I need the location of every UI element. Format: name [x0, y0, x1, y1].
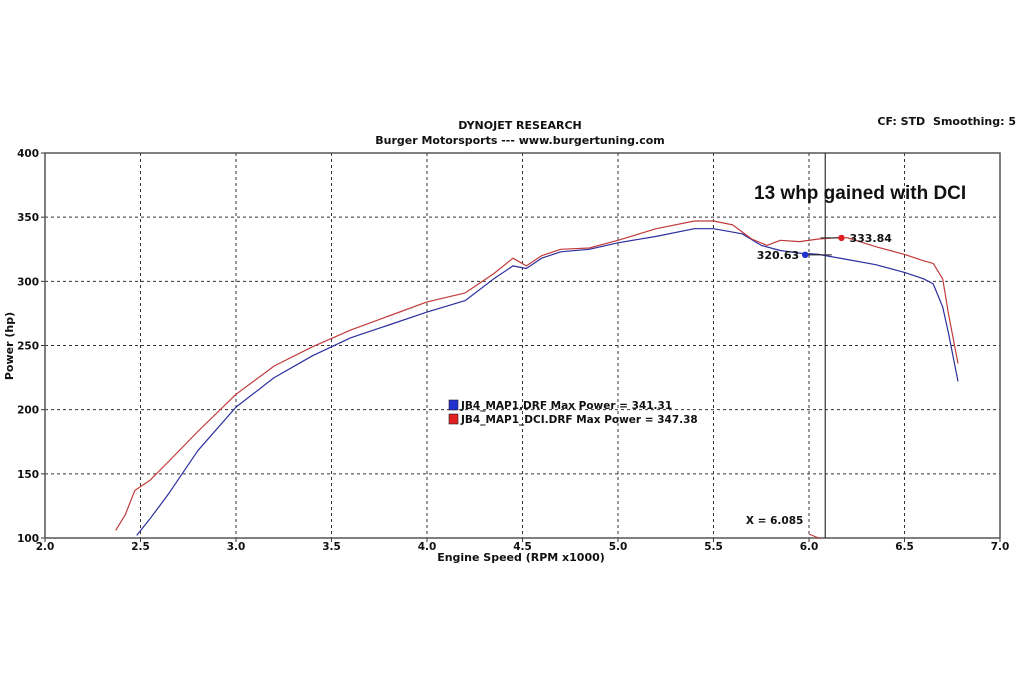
- y-tick-label: 250: [17, 341, 39, 353]
- legend: JB4_MAP1.DRF Max Power = 341.31 JB4_MAP1…: [448, 399, 698, 426]
- annotation-text: 13 whp gained with DCI: [754, 183, 966, 204]
- smoothing-label: Smoothing: 5: [933, 115, 1016, 128]
- legend-swatch-blue: [448, 399, 459, 411]
- grid-lines: [41, 152, 1001, 542]
- marker-red: [838, 234, 845, 242]
- series-layer: [115, 220, 959, 536]
- x-tick-label: 4.0: [418, 541, 437, 553]
- x-tick-label: 4.5: [513, 541, 532, 553]
- x-tick-label: 5.0: [609, 541, 628, 553]
- series-line-jb4-map1: [136, 228, 959, 536]
- x-tick-label: 3.0: [227, 541, 246, 553]
- correction-info: CF: STD Smoothing: 5: [873, 115, 1016, 128]
- x-tick-label: 7.0: [991, 541, 1010, 553]
- tick-labels: 2.0 2.5 3.0 3.5 4.0 4.5 5.0 5.5 6.0 6.5 7.0 100 150 2…: [17, 148, 1009, 553]
- plot-frame: [44, 152, 1001, 539]
- y-tick-label: 200: [17, 405, 39, 417]
- x-tick-label: 3.5: [322, 541, 341, 553]
- series-line-jb4-map1-dci: [115, 220, 959, 531]
- y-axis-label: Power (hp): [3, 312, 16, 380]
- x-tick-label: 5.5: [704, 541, 723, 553]
- x-tick-label: 6.0: [800, 541, 819, 553]
- x-axis-label: Engine Speed (RPM x1000): [437, 551, 605, 564]
- y-tick-label: 100: [17, 533, 39, 545]
- chart-title: DYNOJET RESEARCH: [458, 119, 582, 132]
- marker-value-label: 333.84: [849, 232, 892, 245]
- legend-entry-1: JB4_MAP1.DRF Max Power = 341.31: [460, 400, 672, 412]
- chart-subtitle: Burger Motorsports --- www.burgertuning.…: [375, 134, 665, 147]
- marker-layer: 320.63 333.84: [757, 232, 893, 262]
- cursor-pointer-line: [808, 533, 821, 540]
- cursor-layer: X = 6.085: [746, 153, 826, 540]
- y-tick-label: 350: [17, 212, 39, 224]
- y-tick-label: 400: [17, 148, 39, 160]
- x-tick-label: 2.0: [36, 541, 55, 553]
- x-tick-label: 6.5: [895, 541, 914, 553]
- y-tick-label: 150: [17, 469, 39, 481]
- legend-entry-2: JB4_MAP1_DCI.DRF Max Power = 347.38: [460, 414, 698, 426]
- cursor-value-label: X = 6.085: [746, 515, 803, 527]
- marker-blue: [801, 251, 809, 259]
- legend-swatch-red: [448, 413, 459, 425]
- cf-label: CF: STD: [877, 115, 926, 128]
- marker-value-label: 320.63: [757, 249, 799, 262]
- x-tick-label: 2.5: [131, 541, 150, 553]
- y-tick-label: 300: [17, 276, 39, 288]
